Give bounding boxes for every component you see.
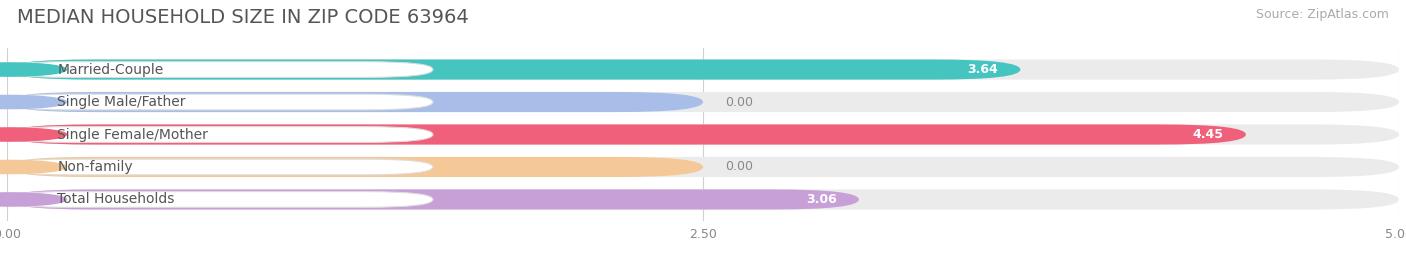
FancyBboxPatch shape xyxy=(7,59,1021,80)
Circle shape xyxy=(0,63,66,76)
FancyBboxPatch shape xyxy=(1,62,433,77)
FancyBboxPatch shape xyxy=(7,189,859,210)
Circle shape xyxy=(0,193,66,206)
FancyBboxPatch shape xyxy=(7,157,703,177)
Circle shape xyxy=(0,128,66,141)
Text: MEDIAN HOUSEHOLD SIZE IN ZIP CODE 63964: MEDIAN HOUSEHOLD SIZE IN ZIP CODE 63964 xyxy=(17,8,468,27)
Text: Non-family: Non-family xyxy=(58,160,132,174)
FancyBboxPatch shape xyxy=(7,157,1399,177)
Text: 4.45: 4.45 xyxy=(1192,128,1223,141)
FancyBboxPatch shape xyxy=(7,125,1246,144)
Text: Source: ZipAtlas.com: Source: ZipAtlas.com xyxy=(1256,8,1389,21)
FancyBboxPatch shape xyxy=(7,92,703,112)
Text: 3.06: 3.06 xyxy=(806,193,837,206)
FancyBboxPatch shape xyxy=(7,59,1399,80)
FancyBboxPatch shape xyxy=(7,125,1399,144)
Text: Married-Couple: Married-Couple xyxy=(58,62,163,77)
Text: Single Female/Mother: Single Female/Mother xyxy=(58,128,208,141)
FancyBboxPatch shape xyxy=(7,92,1399,112)
Text: 0.00: 0.00 xyxy=(725,95,754,108)
Circle shape xyxy=(0,160,66,174)
FancyBboxPatch shape xyxy=(1,159,433,175)
FancyBboxPatch shape xyxy=(1,94,433,110)
Text: 0.00: 0.00 xyxy=(725,161,754,174)
FancyBboxPatch shape xyxy=(7,189,1399,210)
FancyBboxPatch shape xyxy=(1,192,433,207)
Circle shape xyxy=(0,95,66,109)
FancyBboxPatch shape xyxy=(1,127,433,142)
Text: 3.64: 3.64 xyxy=(967,63,998,76)
Text: Total Households: Total Households xyxy=(58,192,174,207)
Text: Single Male/Father: Single Male/Father xyxy=(58,95,186,109)
